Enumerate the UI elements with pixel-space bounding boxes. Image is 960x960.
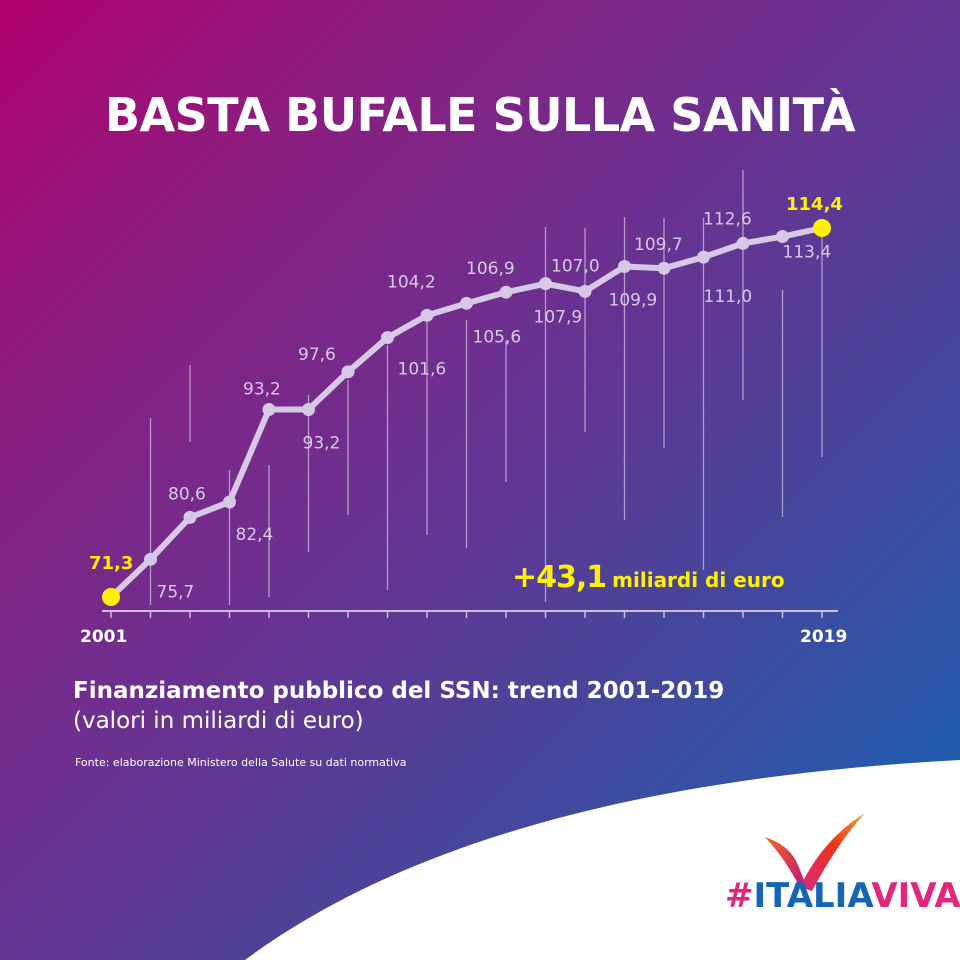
- value-label: 75,7: [157, 582, 195, 602]
- highlight-data-point: [102, 588, 120, 606]
- value-label: 101,6: [398, 360, 447, 380]
- value-label: 93,2: [303, 434, 341, 454]
- value-label: 106,9: [466, 259, 515, 279]
- value-label: 113,4: [783, 243, 832, 263]
- source-note: Fonte: elaborazione Ministero della Salu…: [75, 756, 407, 769]
- italiaviva-wordmark: #ITALIAVIVA: [725, 876, 960, 916]
- value-label: 109,7: [634, 235, 683, 255]
- data-point: [460, 296, 473, 310]
- data-point: [262, 403, 276, 417]
- value-label: 107,0: [551, 256, 600, 276]
- data-point: [776, 230, 789, 244]
- value-label: 93,2: [243, 380, 281, 400]
- data-point: [539, 277, 552, 291]
- caption-subtitle: (valori in miliardi di euro): [73, 708, 364, 734]
- headline: BASTA BUFALE SULLA SANITÀ: [104, 88, 856, 142]
- value-label: 104,2: [387, 272, 436, 292]
- data-point: [183, 510, 197, 524]
- value-label: 114,4: [786, 194, 843, 215]
- italiaviva-check-logo-icon: [765, 813, 865, 891]
- x-axis: [102, 610, 838, 618]
- data-point: [697, 250, 710, 264]
- data-labels: 71,3 75,7 80,6 82,4 93,2 93,2 97,6 101,6 104,2 10…: [89, 194, 843, 602]
- highlight-data-point: [813, 219, 831, 237]
- data-point: [420, 308, 434, 322]
- data-point: [618, 260, 631, 274]
- data-point: [657, 261, 671, 275]
- x-label-end: 2019: [800, 627, 847, 647]
- value-label: 112,6: [703, 209, 752, 229]
- value-label: 111,0: [704, 287, 753, 307]
- value-label: 107,9: [534, 308, 583, 328]
- chart-caption: Finanziamento pubblico del SSN: trend 20…: [73, 676, 724, 736]
- caption-title: Finanziamento pubblico del SSN: trend 20…: [73, 678, 725, 704]
- data-point: [223, 495, 236, 509]
- total-increase-annotation: +43,1 miliardi di euro: [512, 560, 785, 595]
- data-point: [341, 365, 355, 379]
- data-point: [381, 331, 394, 345]
- value-label: 105,6: [473, 327, 522, 347]
- total-increase-unit: miliardi di euro: [612, 568, 785, 592]
- data-point: [499, 285, 513, 299]
- data-point: [302, 403, 315, 417]
- data-points: [102, 219, 831, 606]
- decorative-vertical-lines: [149, 170, 823, 605]
- value-label: 80,6: [168, 484, 206, 504]
- data-point: [736, 236, 750, 250]
- x-label-start: 2001: [80, 627, 127, 647]
- data-point: [144, 552, 157, 566]
- total-increase-value: +43,1: [512, 560, 607, 595]
- value-label: 82,4: [236, 525, 274, 545]
- value-label: 71,3: [89, 553, 133, 574]
- data-point: [578, 284, 592, 298]
- value-label: 109,9: [609, 291, 658, 311]
- value-label: 97,6: [298, 345, 336, 365]
